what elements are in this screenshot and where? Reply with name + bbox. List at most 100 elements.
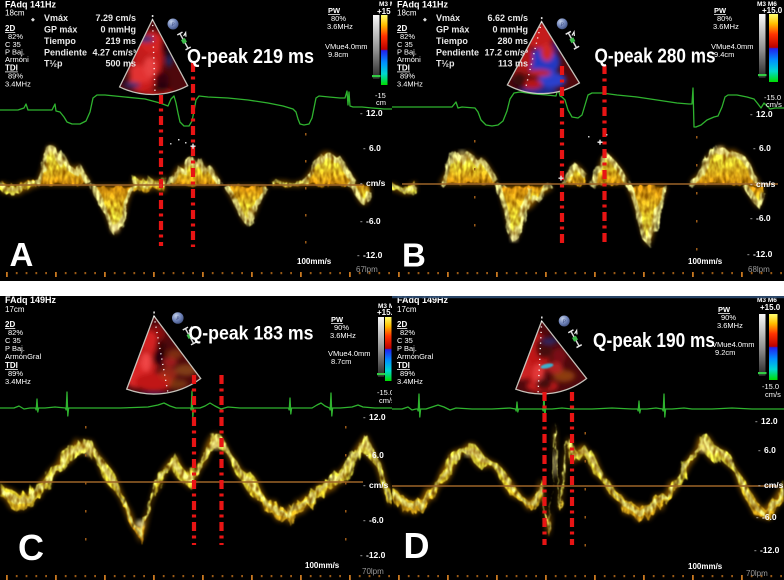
svg-text:12.0: 12.0 <box>761 416 778 426</box>
svg-text:ArmónGral: ArmónGral <box>5 352 42 361</box>
svg-text:-15.0: -15.0 <box>764 93 781 102</box>
svg-text:82%: 82% <box>8 32 23 41</box>
svg-text:89%: 89% <box>400 72 415 81</box>
svg-text:-: - <box>363 413 366 422</box>
svg-text:6.0: 6.0 <box>369 143 381 153</box>
svg-text:Q-peak 280 ms: Q-peak 280 ms <box>595 45 716 68</box>
svg-text:100mm/s: 100mm/s <box>688 257 723 266</box>
svg-text:Q-peak 219 ms: Q-peak 219 ms <box>187 46 314 68</box>
svg-text:Armóni: Armóni <box>397 55 421 64</box>
svg-text:219 ms: 219 ms <box>105 36 136 46</box>
svg-text:+15.0: +15.0 <box>762 6 783 15</box>
svg-text:18cm: 18cm <box>397 9 417 18</box>
svg-text:cm/s: cm/s <box>369 480 389 490</box>
svg-text:FAdq 149Hz: FAdq 149Hz <box>397 296 449 305</box>
svg-text:TDI: TDI <box>5 361 18 370</box>
svg-text:3.6MHz: 3.6MHz <box>327 22 353 31</box>
svg-text:113 ms: 113 ms <box>498 59 528 69</box>
svg-text:PW: PW <box>331 315 344 324</box>
svg-text:Q-peak 190 ms: Q-peak 190 ms <box>593 329 715 352</box>
svg-text:67lpm: 67lpm <box>356 265 378 274</box>
svg-text:2D: 2D <box>397 24 407 33</box>
svg-text:9.8cm: 9.8cm <box>328 50 348 59</box>
svg-text:◆: ◆ <box>423 17 427 23</box>
svg-text:89%: 89% <box>400 369 415 378</box>
svg-text:C 35: C 35 <box>5 40 21 49</box>
svg-text:-: - <box>758 446 761 455</box>
svg-text:-15.0: -15.0 <box>377 388 392 397</box>
svg-text:100mm/s: 100mm/s <box>297 257 332 266</box>
svg-text:6.0: 6.0 <box>759 143 771 153</box>
svg-text:P Baj.: P Baj. <box>397 344 417 353</box>
svg-text:C 35: C 35 <box>397 336 413 345</box>
svg-text:-: - <box>750 180 753 189</box>
svg-text:-6.0: -6.0 <box>366 216 381 226</box>
svg-text:-: - <box>363 144 366 153</box>
svg-text:-15: -15 <box>375 91 386 100</box>
svg-text:-12.0: -12.0 <box>363 250 383 260</box>
svg-text:GP máx: GP máx <box>436 25 469 35</box>
svg-text:-6.0: -6.0 <box>762 512 777 522</box>
svg-text:-: - <box>366 451 369 460</box>
svg-text:-12.0: -12.0 <box>753 249 773 259</box>
svg-text:12.0: 12.0 <box>366 108 383 118</box>
svg-text:70lpm: 70lpm <box>746 569 768 578</box>
svg-text:3.6MHz: 3.6MHz <box>330 331 356 340</box>
svg-text:VMue4.0mm: VMue4.0mm <box>328 349 371 358</box>
svg-text:ArmónGral: ArmónGral <box>397 352 434 361</box>
svg-text:9.4cm: 9.4cm <box>714 50 734 59</box>
svg-text:17.2 cm/s³: 17.2 cm/s³ <box>484 48 528 58</box>
svg-text:Pendiente: Pendiente <box>44 48 87 58</box>
svg-text:PW: PW <box>328 6 341 15</box>
svg-text:6.62 cm/s: 6.62 cm/s <box>487 13 528 23</box>
svg-text:17cm: 17cm <box>397 305 417 314</box>
svg-text:-: - <box>360 551 363 560</box>
svg-text:M3 M6: M3 M6 <box>757 297 777 304</box>
svg-text:P: P <box>170 23 174 28</box>
svg-text:17cm: 17cm <box>5 305 25 314</box>
svg-text:-6.0: -6.0 <box>756 213 771 223</box>
svg-text:FAdq 149Hz: FAdq 149Hz <box>5 296 57 305</box>
svg-text:cm/s: cm/s <box>765 390 781 399</box>
svg-text:cm/s: cm/s <box>756 179 776 189</box>
svg-text:12.0: 12.0 <box>369 412 386 422</box>
svg-text:P: P <box>562 320 566 325</box>
svg-text:-: - <box>754 546 757 555</box>
svg-text:80%: 80% <box>717 14 732 23</box>
svg-text:P Baj.: P Baj. <box>5 48 25 57</box>
svg-text:+15.0: +15.0 <box>377 308 392 317</box>
svg-text:Armóni: Armóni <box>5 55 29 64</box>
svg-text:89%: 89% <box>8 369 23 378</box>
svg-text:-: - <box>363 516 366 525</box>
svg-text:C 35: C 35 <box>397 40 413 49</box>
svg-text:P Baj.: P Baj. <box>5 344 25 353</box>
svg-text:TDI: TDI <box>397 361 410 370</box>
svg-text:D: D <box>404 525 430 566</box>
svg-text:+15.0: +15.0 <box>760 303 781 312</box>
svg-text:6.0: 6.0 <box>764 445 776 455</box>
svg-text:Pendiente: Pendiente <box>436 48 479 58</box>
svg-text:-: - <box>755 417 758 426</box>
svg-text:FAdq 141Hz: FAdq 141Hz <box>5 0 57 10</box>
svg-text:-: - <box>758 481 761 490</box>
svg-text:cm/s: cm/s <box>379 396 392 405</box>
svg-text:0 mmHg: 0 mmHg <box>492 25 528 35</box>
svg-text:82%: 82% <box>400 328 415 337</box>
svg-text:C 35: C 35 <box>5 336 21 345</box>
svg-text:500 ms: 500 ms <box>105 59 136 69</box>
svg-text:82%: 82% <box>8 328 23 337</box>
svg-text:-6.0: -6.0 <box>369 515 384 525</box>
svg-text:2D: 2D <box>5 320 15 329</box>
svg-text:A: A <box>10 236 34 273</box>
svg-text:M3 M6: M3 M6 <box>379 1 392 8</box>
svg-text:B: B <box>402 237 426 274</box>
svg-text:-: - <box>750 214 753 223</box>
svg-text:-: - <box>360 179 363 188</box>
svg-text:-12.0: -12.0 <box>760 545 780 555</box>
svg-text:-: - <box>357 251 360 260</box>
svg-text:90%: 90% <box>334 323 349 332</box>
svg-text:3.4MHz: 3.4MHz <box>5 80 31 89</box>
svg-text:T½p: T½p <box>44 59 63 69</box>
svg-text:3.4MHz: 3.4MHz <box>397 377 423 386</box>
svg-text:90%: 90% <box>721 313 736 322</box>
